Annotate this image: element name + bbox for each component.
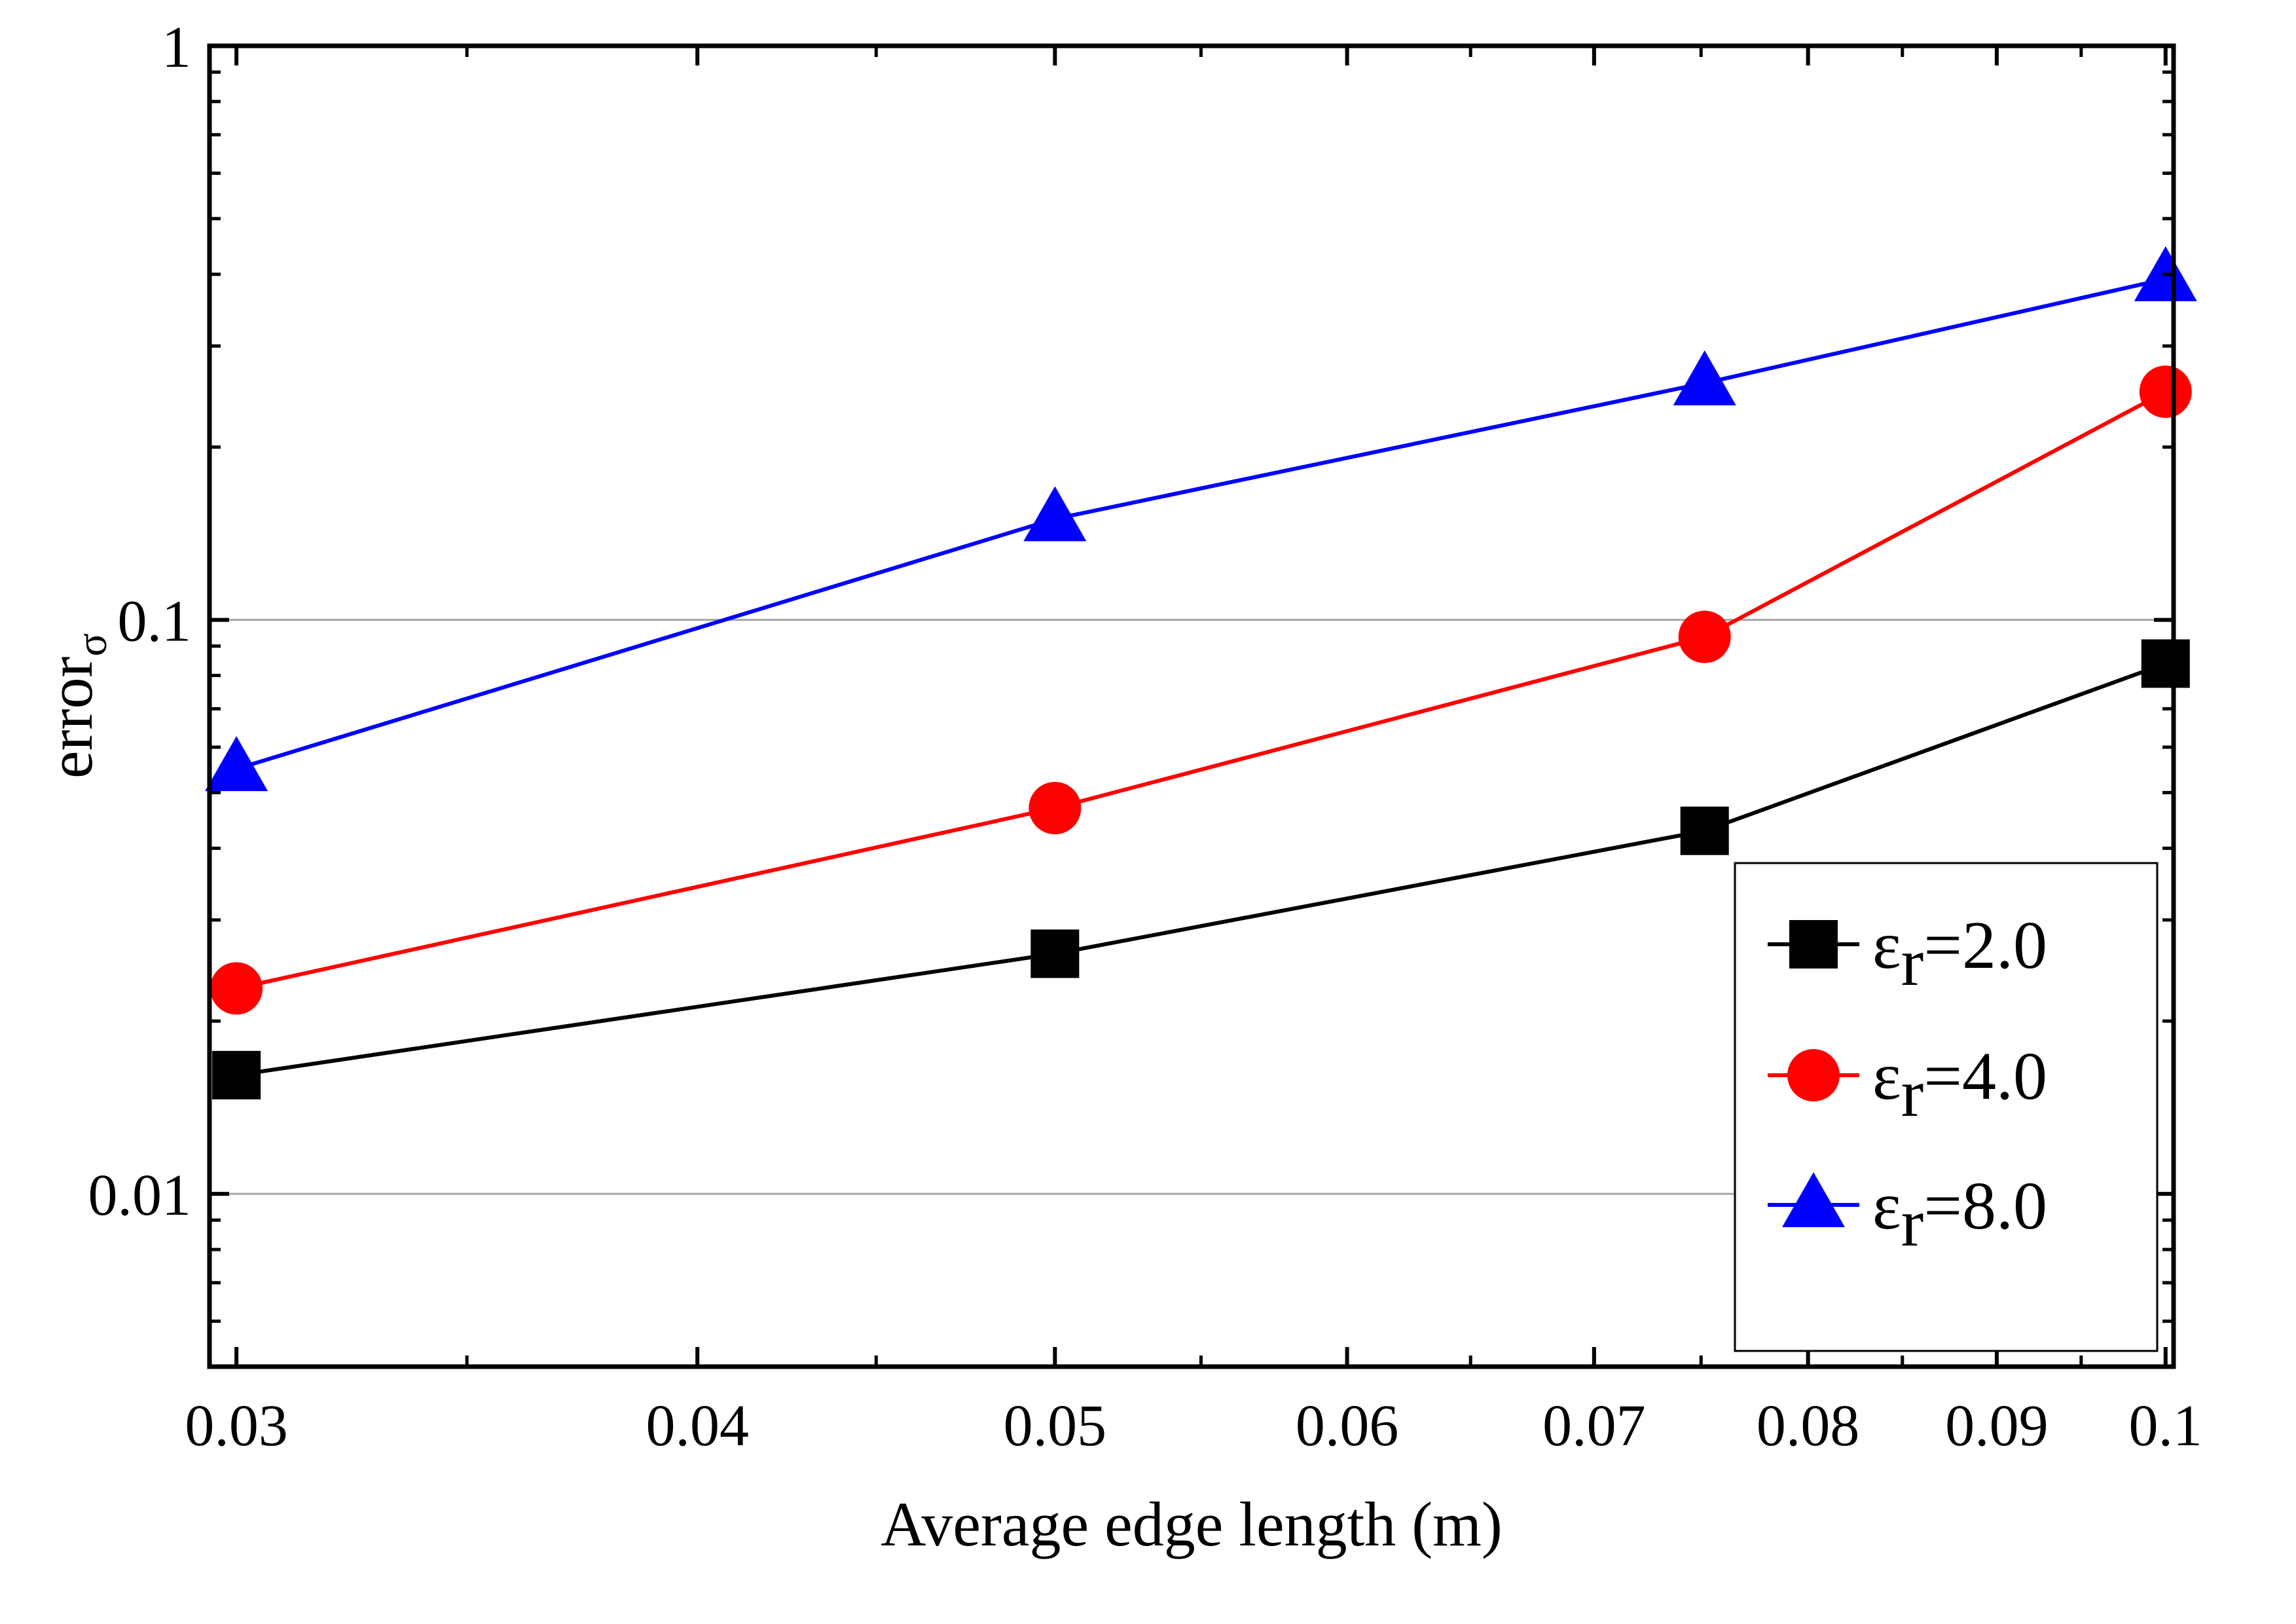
series-line-0 [236,661,2166,1077]
legend-label-2: εr=8.0 [1872,1168,2047,1261]
series-1-point-2 [1678,610,1731,663]
series-layer [205,246,2197,1099]
series-0-point-0 [212,1050,261,1099]
x-tick-label-5: 0.08 [1757,1393,1860,1458]
x-tick-label-0: 0.03 [185,1393,288,1458]
legend-label-1: εr=4.0 [1872,1039,2047,1131]
legend-label-0: εr=2.0 [1872,908,2047,1000]
ticks-layer [210,44,2174,1367]
legend-value-2: =8.0 [1923,1168,2047,1244]
series-1-point-0 [210,962,263,1015]
y-axis-title: errorσ [35,633,116,779]
series-line-1 [236,390,2167,991]
series-0-point-1 [1030,929,1080,978]
x-tick-label-4: 0.07 [1542,1393,1646,1458]
legend-marker-1 [1787,1049,1840,1101]
x-tick-label-2: 0.05 [1004,1393,1107,1458]
labels-layer: 0.01 0.1 1 0.03 0.04 0.05 0.06 0.07 0.08 0.09 0.1 [88,15,2203,1458]
legend-subscript-0: r [1901,925,1924,1000]
legend-value-0: =2.0 [1923,908,2047,983]
y-axis-title-subscript: σ [68,633,116,657]
legend-subscript-1: r [1901,1056,1924,1131]
series-1-point-1 [1029,781,1082,834]
plot-frame [207,43,2176,1369]
series-line-2 [236,277,2166,771]
legend-value-1: =4.0 [1923,1039,2047,1114]
y-axis-title-main: error [35,657,105,779]
y-tick-label-1: 0.1 [118,589,192,654]
x-axis-title: Average edge length (m) [881,1489,1503,1559]
series-1-point-3 [2139,365,2192,418]
x-tick-label-3: 0.06 [1296,1393,1399,1458]
legend-box [1734,862,2159,1352]
series-0-point-2 [1680,806,1729,855]
legend-marker-0 [1789,920,1838,969]
y-tick-label-2: 1 [162,15,191,80]
legend-symbol-1: ε [1872,1039,1901,1114]
series-2-point-2 [1673,350,1736,406]
x-tick-label-6: 0.09 [1945,1393,2049,1458]
series-2-point-1 [1023,486,1087,542]
legend-marker-2 [1782,1172,1845,1227]
legend-subscript-2: r [1901,1185,1924,1261]
y-tick-label-0: 0.01 [88,1163,192,1228]
legend-symbol-2: ε [1872,1168,1901,1244]
x-tick-label-7: 0.1 [2129,1393,2203,1458]
series-2-point-0 [205,736,268,792]
legend-symbol-0: ε [1872,908,1901,983]
legend: εr=2.0εr=4.0εr=8.0 [1734,862,2159,1352]
x-tick-label-1: 0.04 [646,1393,749,1458]
